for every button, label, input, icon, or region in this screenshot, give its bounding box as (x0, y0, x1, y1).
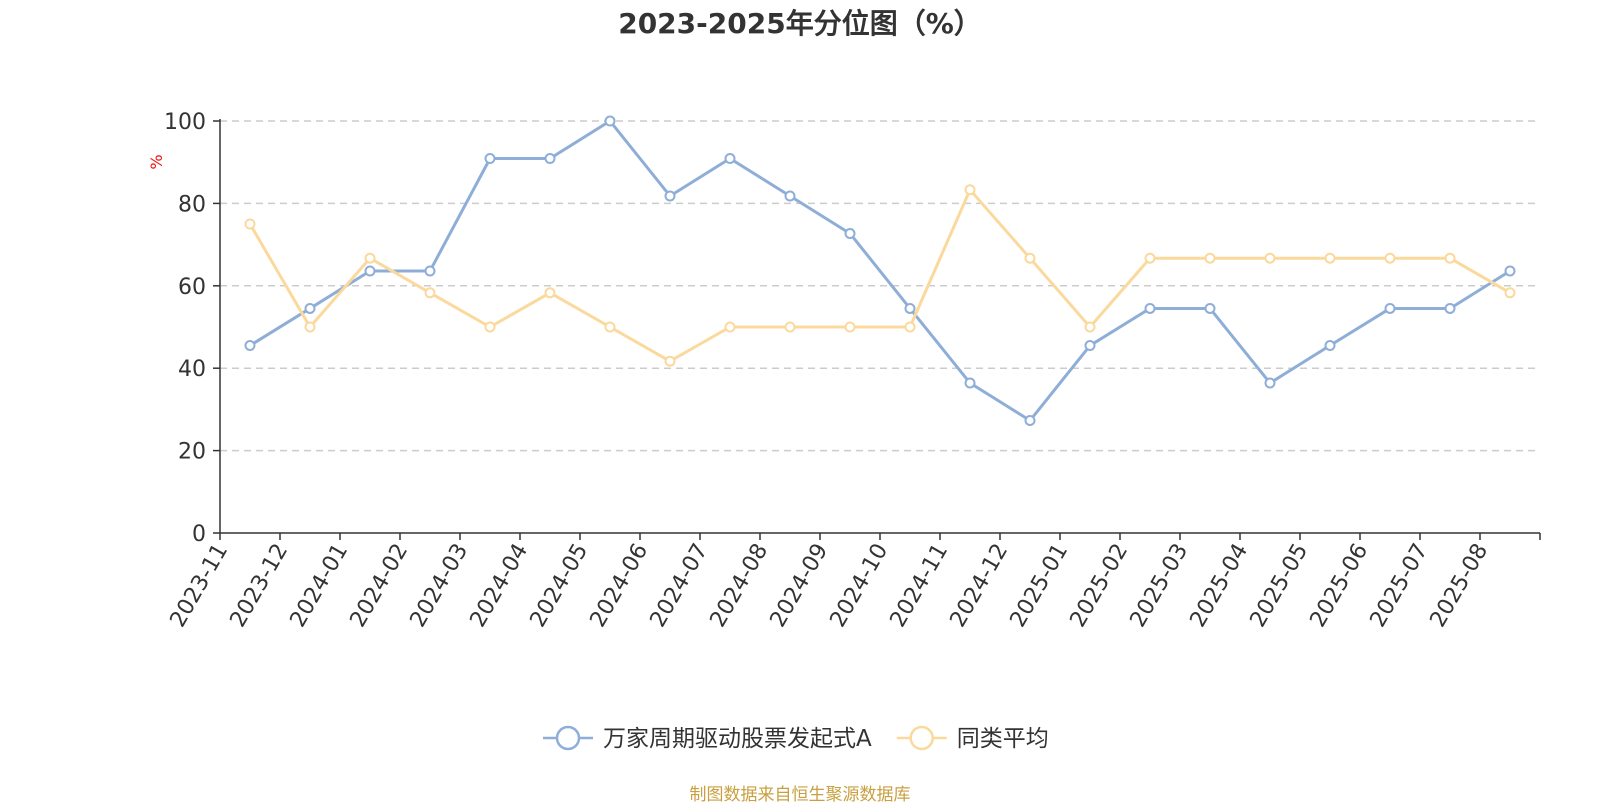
x-tick-label: 2025-02 (1066, 540, 1134, 632)
data-point (1144, 252, 1156, 264)
data-point (1504, 265, 1516, 277)
data-point (724, 152, 736, 164)
x-tick-label: 2024-10 (826, 540, 894, 632)
data-point (1324, 340, 1336, 352)
data-point (1084, 340, 1096, 352)
data-point (604, 321, 616, 333)
data-point (304, 321, 316, 333)
data-point (724, 321, 736, 333)
data-point (544, 152, 556, 164)
y-tick-label: 0 (192, 522, 206, 547)
legend-marker-icon (909, 725, 934, 751)
x-tick-label: 2024-04 (466, 540, 534, 632)
legend-label: 万家周期驱动股票发起式A (603, 726, 872, 752)
x-tick-label: 2024-12 (946, 540, 1014, 632)
data-point (364, 252, 376, 264)
data-point (664, 190, 676, 202)
data-point (904, 302, 916, 314)
line-chart: 0 20 40 60 80 100 2023-112023-122024-012024-02… (147, 110, 1541, 752)
data-point (1204, 252, 1216, 264)
x-tick-label: 2024-06 (586, 540, 654, 632)
x-tick-label: 2024-09 (766, 540, 834, 632)
data-point (364, 265, 376, 277)
legend-item[interactable]: 万家周期驱动股票发起式A (543, 725, 872, 752)
data-point (844, 227, 856, 239)
data-point (1384, 302, 1396, 314)
data-point (1504, 287, 1516, 299)
axes: 0 20 40 60 80 100 2023-112023-122024-012024-02… (164, 110, 1541, 632)
data-point (424, 287, 436, 299)
data-point (1084, 321, 1096, 333)
y-tick-label: 100 (164, 110, 206, 135)
legend[interactable]: 万家周期驱动股票发起式A 同类平均 (543, 725, 1049, 752)
x-tick-label: 2024-08 (706, 540, 774, 632)
x-tick-label: 2023-12 (226, 540, 294, 632)
x-tick-label: 2025-06 (1306, 540, 1374, 632)
y-tick-label: 40 (178, 357, 206, 382)
x-tick-label: 2025-04 (1186, 540, 1254, 632)
data-point (1324, 252, 1336, 264)
x-tick-label: 2025-01 (1006, 540, 1074, 632)
grid-lines (220, 120, 1540, 452)
data-point (1204, 302, 1216, 314)
data-point (304, 302, 316, 314)
series-lines (244, 115, 1516, 427)
y-tick-label: 80 (178, 192, 206, 217)
x-tick-label: 2025-07 (1366, 540, 1434, 632)
x-tick-label: 2024-11 (886, 540, 954, 632)
legend-item[interactable]: 同类平均 (896, 725, 1049, 752)
data-point (1144, 302, 1156, 314)
chart-title: 2023-2025年分位图（%） (618, 7, 982, 40)
data-point (484, 321, 496, 333)
legend-marker-icon (555, 725, 581, 751)
x-tick-label: 2024-07 (646, 540, 714, 632)
x-tick-label: 2024-02 (346, 540, 414, 632)
data-point (964, 184, 976, 196)
data-point (604, 115, 616, 127)
y-tick-label: 60 (178, 275, 206, 300)
source-note: 制图数据来自恒生聚源数据库 (689, 785, 911, 805)
y-tick-label: 20 (178, 440, 206, 465)
data-point (1444, 252, 1456, 264)
x-tick-label: 2023-11 (166, 540, 234, 632)
data-point (424, 265, 436, 277)
data-point (784, 321, 796, 333)
data-point (1444, 302, 1456, 314)
series-line (248, 188, 1511, 363)
data-point (544, 287, 556, 299)
data-point (1384, 252, 1396, 264)
x-tick-label: 2024-05 (526, 540, 594, 632)
data-point (784, 190, 796, 202)
data-point (664, 355, 676, 367)
legend-label: 同类平均 (957, 726, 1049, 752)
data-point (904, 321, 916, 333)
data-point (964, 377, 976, 389)
x-tick-label: 2025-05 (1246, 540, 1314, 632)
data-point (1264, 377, 1276, 389)
x-tick-label: 2024-01 (286, 540, 354, 632)
x-tick-label: 2024-03 (406, 540, 474, 632)
series-line (249, 119, 1511, 423)
y-axis-unit-label: % (147, 154, 166, 169)
data-point (244, 218, 256, 230)
data-point (1264, 252, 1276, 264)
data-point (244, 340, 256, 352)
data-point (1024, 415, 1036, 427)
data-point (844, 321, 856, 333)
data-point (1024, 252, 1036, 264)
x-tick-label: 2025-03 (1126, 540, 1194, 632)
data-point (484, 152, 496, 164)
x-tick-label: 2025-08 (1426, 540, 1494, 632)
